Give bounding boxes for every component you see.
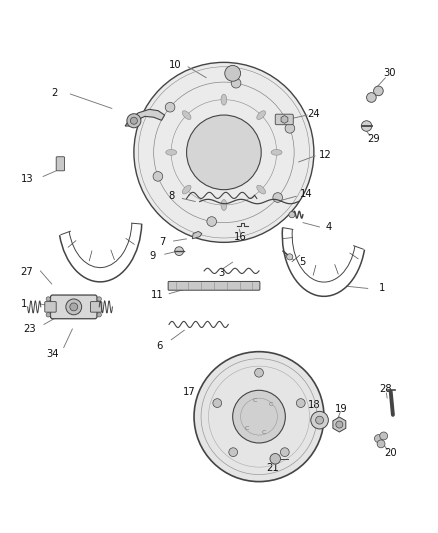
Text: 5: 5 [298, 257, 304, 267]
Text: 11: 11 [150, 290, 163, 300]
Text: 9: 9 [149, 251, 155, 261]
Polygon shape [280, 116, 287, 123]
Circle shape [228, 448, 237, 457]
FancyBboxPatch shape [275, 114, 293, 125]
Text: 8: 8 [168, 191, 174, 201]
Text: 10: 10 [168, 60, 180, 70]
Text: 13: 13 [21, 174, 34, 184]
Circle shape [46, 297, 50, 301]
FancyBboxPatch shape [168, 281, 259, 290]
Circle shape [254, 368, 263, 377]
Text: 29: 29 [367, 134, 380, 144]
Ellipse shape [182, 185, 191, 194]
Circle shape [206, 217, 216, 227]
Circle shape [232, 390, 285, 443]
Text: 12: 12 [318, 150, 331, 159]
Circle shape [379, 432, 387, 440]
Polygon shape [192, 231, 201, 239]
Circle shape [272, 193, 282, 203]
Circle shape [46, 312, 50, 317]
Circle shape [165, 102, 174, 112]
Text: 1: 1 [21, 299, 27, 309]
Circle shape [134, 62, 313, 243]
Circle shape [335, 421, 342, 428]
Circle shape [130, 117, 137, 124]
Text: 19: 19 [334, 404, 347, 414]
Text: 3: 3 [218, 268, 224, 278]
Circle shape [224, 66, 240, 81]
Circle shape [315, 416, 323, 424]
Text: 6: 6 [156, 341, 162, 351]
Text: 4: 4 [325, 222, 331, 232]
Text: C: C [252, 398, 256, 403]
Circle shape [360, 121, 371, 131]
Circle shape [97, 312, 101, 317]
Circle shape [284, 124, 294, 133]
Text: 34: 34 [46, 349, 59, 359]
Circle shape [286, 254, 292, 260]
Circle shape [194, 352, 323, 482]
Ellipse shape [256, 111, 265, 119]
Ellipse shape [182, 111, 191, 119]
Text: 1: 1 [378, 284, 384, 294]
Text: C: C [244, 426, 249, 431]
Ellipse shape [166, 149, 176, 155]
FancyBboxPatch shape [90, 302, 102, 312]
Circle shape [374, 434, 381, 442]
Ellipse shape [256, 185, 265, 194]
Polygon shape [125, 109, 164, 126]
Text: 27: 27 [20, 267, 33, 277]
FancyBboxPatch shape [45, 302, 56, 312]
Circle shape [373, 86, 382, 96]
Circle shape [376, 440, 384, 448]
Circle shape [212, 399, 221, 407]
Circle shape [186, 115, 261, 190]
Text: 2: 2 [52, 88, 58, 98]
Circle shape [366, 93, 375, 102]
Text: 23: 23 [24, 324, 36, 334]
Text: C: C [268, 402, 272, 407]
Circle shape [280, 448, 289, 457]
Text: C: C [261, 430, 265, 435]
Circle shape [127, 114, 141, 128]
Circle shape [310, 411, 328, 429]
Ellipse shape [220, 94, 226, 105]
Circle shape [70, 303, 78, 311]
FancyBboxPatch shape [56, 157, 64, 171]
Text: 18: 18 [307, 400, 319, 410]
Circle shape [269, 454, 280, 464]
Polygon shape [332, 417, 345, 432]
Circle shape [174, 247, 183, 255]
Text: 30: 30 [383, 68, 395, 78]
Circle shape [288, 212, 294, 218]
Circle shape [296, 399, 304, 407]
Circle shape [231, 78, 240, 88]
Circle shape [97, 297, 101, 301]
Text: 7: 7 [159, 237, 165, 247]
Text: 14: 14 [300, 189, 312, 199]
Ellipse shape [271, 149, 282, 155]
Text: 16: 16 [233, 232, 247, 241]
Text: 28: 28 [378, 384, 391, 394]
Text: 24: 24 [307, 109, 319, 119]
Circle shape [153, 172, 162, 181]
Text: 20: 20 [384, 448, 396, 458]
Text: 17: 17 [182, 387, 195, 398]
Ellipse shape [220, 199, 226, 211]
FancyBboxPatch shape [50, 295, 97, 319]
Text: 21: 21 [265, 463, 278, 473]
Circle shape [66, 299, 81, 315]
